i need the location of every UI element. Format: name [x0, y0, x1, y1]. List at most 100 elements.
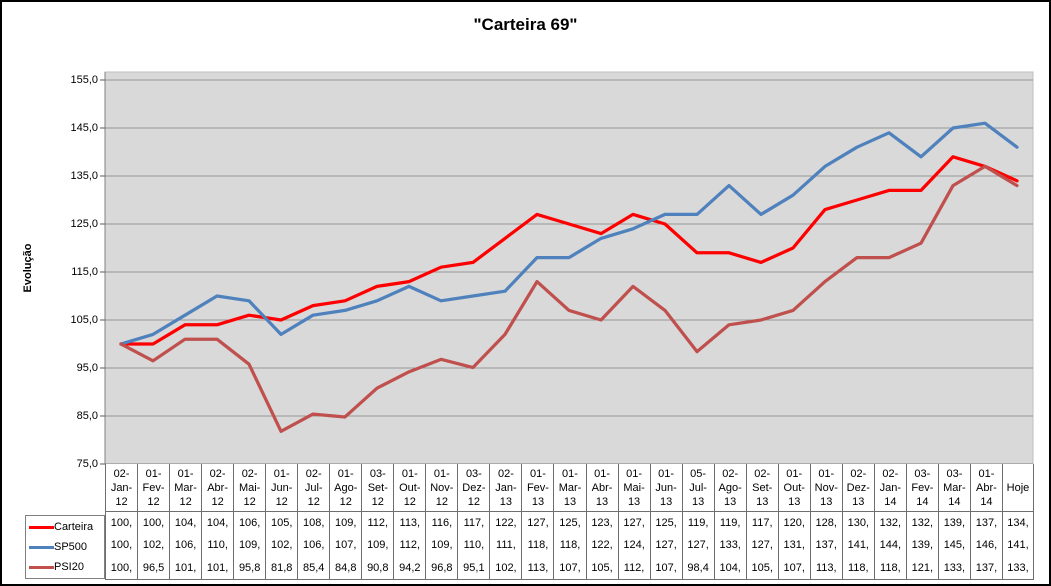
table-cell-sp500: 127,: [655, 539, 677, 552]
table-cell-carteira: 132,: [879, 517, 902, 530]
table-column: 116, 109, 96,8: [425, 512, 457, 579]
table-cell-carteira: 125,: [655, 517, 677, 530]
x-axis-label-row: 02- Jan- 12 01- Fev- 12 01- Mar- 12 02- Abr- 12 02- M…: [105, 464, 1034, 512]
table-cell-carteira: 125,: [559, 517, 581, 530]
table-cell-psi20: 133,: [1007, 561, 1029, 574]
table-cell-carteira: 130,: [847, 517, 869, 530]
table-column: 127, 118, 113,: [521, 512, 553, 579]
table-cell-carteira: 105,: [270, 517, 293, 530]
table-cell-carteira: 100,: [142, 517, 165, 530]
table-cell-psi20: 101,: [174, 561, 197, 574]
table-cell-psi20: 113,: [815, 561, 837, 574]
table-column: 117, 127, 105,: [745, 512, 778, 579]
x-axis-label: 01- Out- 12: [393, 464, 425, 511]
legend-line-icon: [29, 565, 54, 569]
table-cell-sp500: 102,: [142, 539, 165, 552]
table-cell-psi20: 113,: [527, 561, 549, 574]
table-cell-sp500: 141,: [847, 539, 869, 552]
table-column: 132, 144, 118,: [873, 512, 906, 579]
table-column: 109, 107, 84,8: [329, 512, 361, 579]
table-cell-psi20: 107,: [783, 561, 805, 574]
table-column: 127, 124, 112,: [617, 512, 650, 579]
table-column: 123, 122, 105,: [585, 512, 618, 579]
legend-item-carteira[interactable]: Carteira: [26, 517, 104, 537]
series-line-sp500[interactable]: [119, 121, 1019, 346]
table-cell-psi20: 121,: [911, 561, 934, 574]
y-tick-label: 155,0: [70, 74, 98, 86]
table-column: 132, 139, 121,: [905, 512, 938, 579]
table-column: 104, 106, 101,: [169, 512, 201, 579]
table-cell-psi20: 98,4: [687, 561, 709, 574]
x-axis-label: 03- Dez- 12: [457, 464, 489, 511]
table-column: 100, 100, 100,: [105, 512, 137, 579]
table-cell-sp500: 118,: [559, 539, 581, 552]
table-cell-carteira: 128,: [815, 517, 837, 530]
table-cell-sp500: 127,: [751, 539, 773, 552]
legend-label: SP500: [54, 541, 88, 553]
table-column: 105, 102, 81,8: [265, 512, 297, 579]
table-column: 119, 127, 98,4: [681, 512, 714, 579]
table-cell-carteira: 116,: [431, 517, 453, 530]
table-cell-carteira: 122,: [495, 517, 517, 530]
table-cell-sp500: 137,: [815, 539, 837, 552]
table-cell-sp500: 106,: [303, 539, 325, 552]
table-cell-carteira: 112,: [367, 517, 389, 530]
table-column: 119, 133, 104,: [713, 512, 746, 579]
table-cell-psi20: 95,8: [238, 561, 261, 574]
x-axis-label: 01- Mar- 12: [169, 464, 201, 511]
x-axis-label: 01- Ago- 12: [329, 464, 361, 511]
table-cell-carteira: 100,: [110, 517, 133, 530]
x-axis-label: 02- Ago- 13: [713, 464, 746, 511]
legend-item-psi20[interactable]: PSI20: [26, 557, 104, 577]
table-cell-sp500: 145,: [943, 539, 966, 552]
table-cell-psi20: 104,: [719, 561, 741, 574]
x-axis-label: 01- Mai- 13: [617, 464, 650, 511]
table-cell-psi20: 118,: [848, 561, 869, 574]
table-cell-sp500: 111,: [496, 539, 516, 552]
x-axis-label: Hoje: [1001, 464, 1034, 511]
table-cell-sp500: 124,: [623, 539, 645, 552]
x-axis-label: 01- Abr- 14: [969, 464, 1002, 511]
table-cell-psi20: 85,4: [303, 561, 325, 574]
x-axis-label: 03- Set- 12: [361, 464, 393, 511]
series-line-carteira[interactable]: [119, 155, 1019, 346]
y-tick-label: 125,0: [70, 218, 98, 230]
table-cell-sp500: 112,: [399, 539, 421, 552]
legend-item-sp500[interactable]: SP500: [26, 537, 104, 557]
x-axis-label: 02- Dez- 13: [841, 464, 874, 511]
table-column: 125, 127, 107,: [649, 512, 682, 579]
y-tick-label: 145,0: [70, 122, 98, 134]
table-cell-psi20: 105,: [591, 561, 613, 574]
table-cell-carteira: 127,: [623, 517, 645, 530]
x-axis-label: 03- Mar- 14: [937, 464, 970, 511]
x-axis-label: 01- Abr- 13: [585, 464, 618, 511]
table-cell-carteira: 119,: [719, 517, 741, 530]
series-line-psi20[interactable]: [119, 164, 1019, 433]
table-column: 122, 111, 102,: [489, 512, 521, 579]
table-cell-sp500: 110,: [207, 539, 228, 552]
table-cell-psi20: 137,: [975, 561, 998, 574]
y-tick-label: 85,0: [76, 410, 98, 422]
table-cell-carteira: 104,: [206, 517, 229, 530]
table-cell-psi20: 95,1: [463, 561, 485, 574]
x-axis-label: 02- Set- 13: [745, 464, 778, 511]
table-cell-sp500: 122,: [591, 539, 613, 552]
table-cell-psi20: 96,5: [142, 561, 165, 574]
table-cell-psi20: 90,8: [367, 561, 389, 574]
legend-label: Carteira: [54, 521, 94, 533]
plot-background: [104, 71, 1034, 465]
table-cell-sp500: 100,: [110, 539, 133, 552]
table-cell-sp500: 127,: [687, 539, 709, 552]
x-axis-label: 02- Mai- 12: [233, 464, 265, 511]
legend-line-icon: [29, 545, 54, 549]
table-cell-psi20: 100,: [110, 561, 133, 574]
x-axis-label: 01- Fev- 13: [521, 464, 553, 511]
table-cell-psi20: 102,: [495, 561, 517, 574]
table-column: 128, 137, 113,: [809, 512, 842, 579]
table-column: 130, 141, 118,: [841, 512, 874, 579]
table-column: 120, 131, 107,: [777, 512, 810, 579]
table-cell-sp500: 110,: [463, 539, 485, 552]
table-column: 108, 106, 85,4: [297, 512, 329, 579]
